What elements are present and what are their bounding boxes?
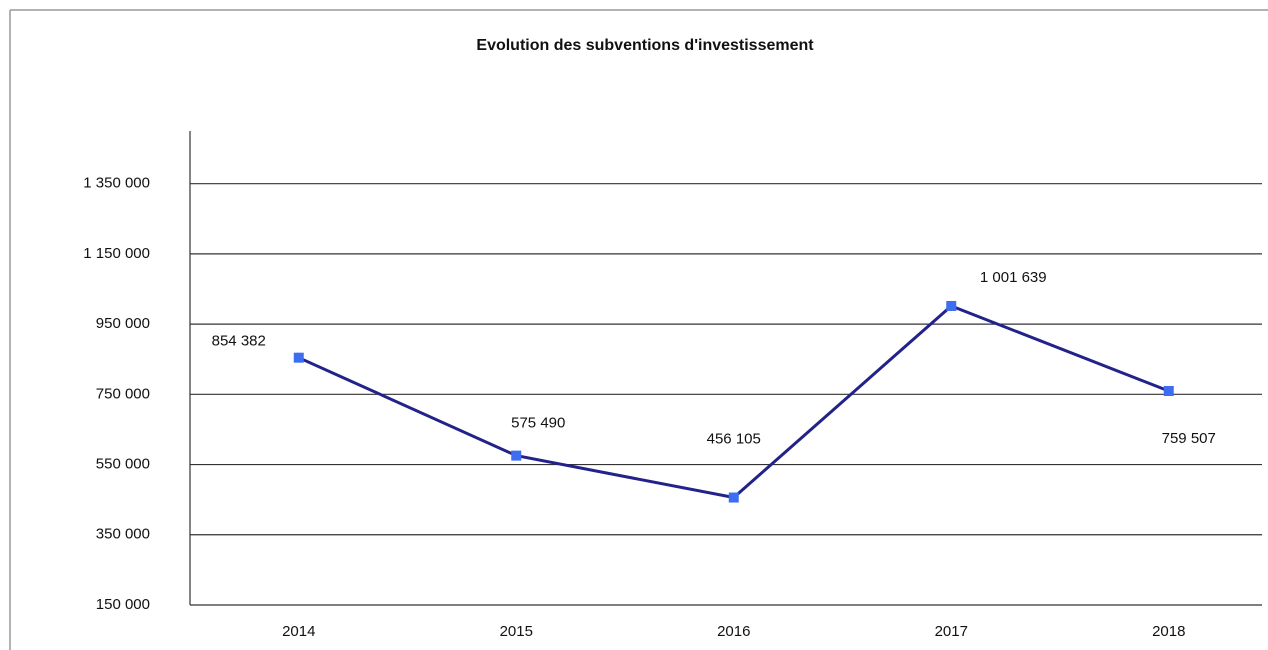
marker [293, 352, 304, 363]
marker [1163, 385, 1174, 396]
y-tick-label: 150 000 [96, 596, 150, 613]
y-tick-label: 950 000 [96, 315, 150, 332]
x-tick-label: 2018 [1152, 623, 1185, 640]
x-tick-label: 2014 [282, 623, 315, 640]
chart-title: Evolution des subventions d'investisseme… [476, 37, 814, 54]
y-tick-label: 1 150 000 [83, 245, 150, 262]
line [298, 304, 1170, 500]
data-label: 575 490 [511, 415, 565, 432]
y-tick-label: 550 000 [96, 456, 150, 473]
y-tick-label: 1 350 000 [83, 175, 150, 192]
data-label: 456 105 [707, 430, 761, 447]
marker [728, 492, 739, 503]
data-label: 759 507 [1162, 430, 1216, 447]
marker [946, 300, 957, 311]
marker [511, 450, 522, 461]
x-tick-label: 2015 [500, 623, 533, 640]
y-tick-label: 750 000 [96, 385, 150, 402]
data-label: 1 001 639 [980, 269, 1047, 286]
data-label: 854 382 [212, 333, 266, 350]
x-tick-label: 2016 [717, 623, 750, 640]
y-tick-label: 350 000 [96, 526, 150, 543]
x-tick-label: 2017 [935, 623, 968, 640]
